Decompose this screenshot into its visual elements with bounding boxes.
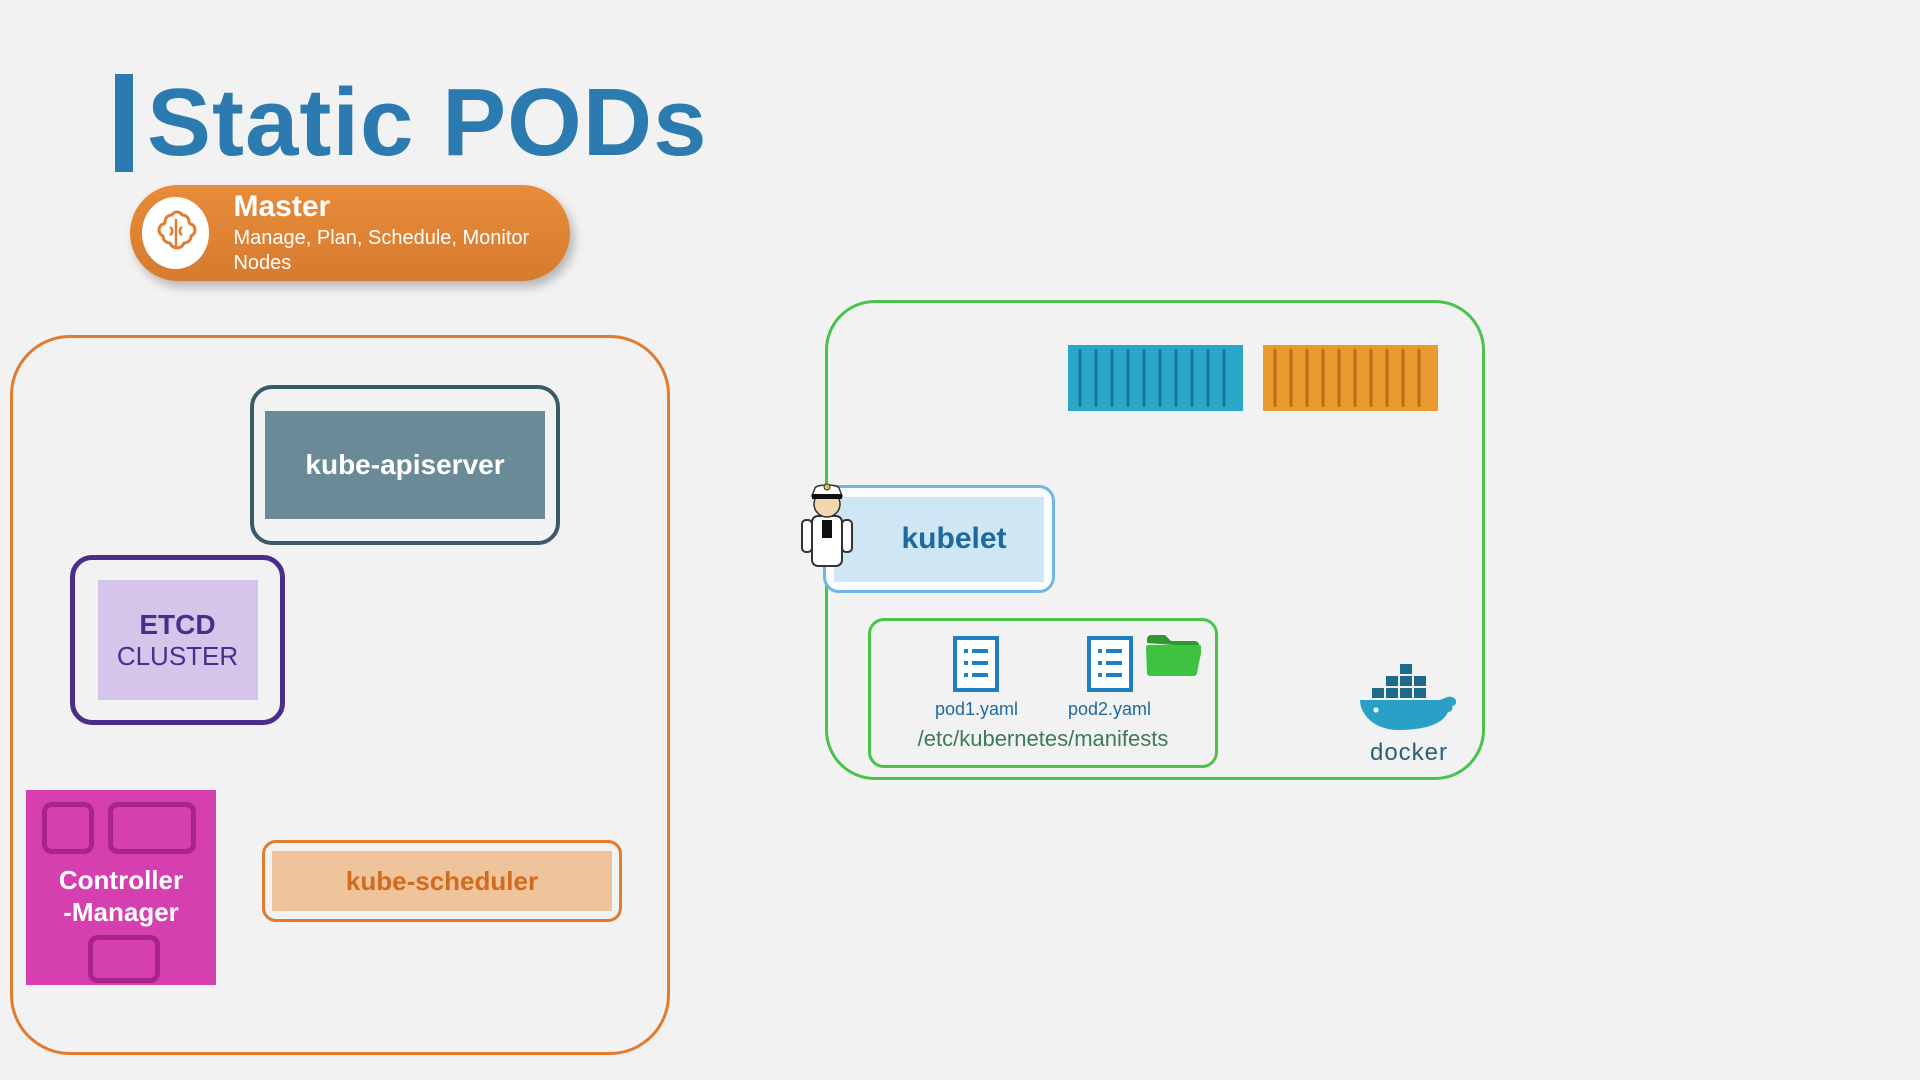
manifest-files-row: pod1.yaml pod2.yaml <box>871 635 1215 720</box>
captain-icon <box>792 476 862 581</box>
brain-icon <box>142 197 209 269</box>
kubelet-label: kubelet <box>901 522 1006 556</box>
etcd-inner: ETCD CLUSTER <box>98 580 258 700</box>
file-icon <box>1086 635 1134 693</box>
master-pill: Master Manage, Plan, Schedule, Monitor N… <box>130 185 570 281</box>
kube-scheduler-inner: kube-scheduler <box>272 851 612 911</box>
manifest-file-2: pod2.yaml <box>1068 635 1151 720</box>
etcd-line2: CLUSTER <box>117 641 238 672</box>
controller-manager-line1: Controller <box>59 865 183 895</box>
title-text: Static PODs <box>147 68 708 178</box>
kube-apiserver-label: kube-apiserver <box>305 449 504 481</box>
container-1 <box>1068 345 1243 411</box>
kubelet-box: kubelet <box>823 485 1055 593</box>
kube-apiserver-box: kube-apiserver <box>250 385 560 545</box>
master-title: Master <box>233 190 570 224</box>
kube-apiserver-inner: kube-apiserver <box>265 411 545 519</box>
manifest-file-1: pod1.yaml <box>935 635 1018 720</box>
controller-manager-box: Controller -Manager <box>26 790 216 985</box>
kubelet-inner: kubelet <box>834 497 1044 582</box>
container-2 <box>1263 345 1438 411</box>
controller-manager-icon <box>36 798 206 854</box>
page-title: Static PODs <box>115 68 708 178</box>
docker-whale-icon <box>1354 664 1464 734</box>
manifests-path: /etc/kubernetes/manifests <box>918 726 1169 752</box>
docker-logo: docker <box>1354 664 1464 767</box>
controller-manager-line2: -Manager <box>63 897 179 927</box>
etcd-line1: ETCD <box>139 609 215 641</box>
docker-label: docker <box>1354 739 1464 767</box>
master-pill-text: Master Manage, Plan, Schedule, Monitor N… <box>233 190 570 276</box>
manifests-box: pod1.yaml pod2.yaml /etc/kubernetes/ <box>868 618 1218 768</box>
file-icon <box>952 635 1000 693</box>
title-accent-bar <box>115 74 133 172</box>
kube-scheduler-label: kube-scheduler <box>346 866 538 897</box>
etcd-box: ETCD CLUSTER <box>70 555 285 725</box>
worker-node-box: kubelet <box>825 300 1485 780</box>
kube-scheduler-box: kube-scheduler <box>262 840 622 922</box>
master-subtitle: Manage, Plan, Schedule, Monitor Nodes <box>233 226 570 276</box>
controller-manager-icon-bottom <box>36 935 206 985</box>
manifest-file-2-label: pod2.yaml <box>1068 699 1151 720</box>
controller-manager-label: Controller -Manager <box>59 864 183 929</box>
manifest-file-1-label: pod1.yaml <box>935 699 1018 720</box>
folder-icon <box>1145 633 1201 682</box>
